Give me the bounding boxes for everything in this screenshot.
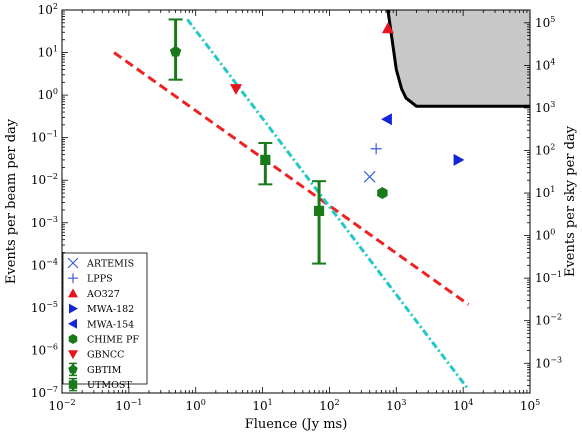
y-tick-label: 10−5 [31, 300, 58, 315]
legend-marker [68, 288, 78, 298]
legend-label: GBNCC [87, 350, 124, 361]
y2-tick-label: 105 [535, 15, 555, 30]
y-tick-label: 101 [38, 45, 58, 60]
x-axis-label: Fluence (Jy ms) [245, 417, 348, 432]
y2-tick-label: 10−1 [535, 270, 562, 285]
legend-label: CHIME PF [87, 335, 139, 346]
series-artemis [363, 170, 376, 183]
data-point [377, 187, 388, 199]
y-tick-label: 10−3 [31, 215, 58, 230]
data-point [169, 45, 182, 57]
x-tick-label: 10−2 [48, 398, 75, 413]
x-tick-label: 101 [252, 398, 272, 413]
series-mwa-154 [381, 113, 392, 126]
legend-marker [69, 303, 78, 314]
y2-tick-label: 10−3 [535, 355, 562, 370]
series-mwa-182 [453, 153, 465, 166]
data-point [381, 22, 394, 34]
legend-entry: GBNCC [68, 350, 124, 361]
legend-label: UTMOST [87, 380, 132, 391]
legend: ARTEMIS LPPS AO327 MWA-182 MWA-154 CHIME PF GB… [62, 252, 148, 392]
y-tick-label: 10−7 [31, 385, 58, 400]
exclusion-region-boundary [386, 10, 530, 108]
plot-frame [61, 9, 531, 394]
y-tick-label: 100 [38, 87, 58, 102]
x-tick-label: 103 [386, 398, 406, 413]
legend-entry: CHIME PF [68, 334, 139, 346]
legend-marker [67, 257, 79, 269]
x-tick-label: 100 [186, 398, 206, 413]
trend-line-dash-dot [186, 18, 470, 391]
legend-marker [68, 318, 77, 329]
x-tick-label: 10−1 [115, 398, 142, 413]
series-gbtim [168, 18, 183, 81]
y2-tick-label: 102 [535, 142, 555, 157]
y2-axis-label: Events per sky per day [563, 125, 578, 277]
y2-tick-label: 103 [535, 100, 555, 115]
legend-marker [68, 364, 78, 374]
legend-entry: AO327 [68, 288, 120, 300]
x-axis: 10−2 10−1 100 101 102 103 104 105 [48, 10, 540, 413]
y2-tick-label: 100 [535, 228, 555, 243]
legend-label: LPPS [87, 274, 113, 285]
y2-tick-label: 10−2 [535, 313, 562, 328]
data-point [230, 84, 242, 95]
legend-label: ARTEMIS [86, 259, 134, 270]
series-ao327 [381, 22, 394, 34]
x-tick-label: 102 [319, 398, 339, 413]
series-chime-pf [377, 187, 388, 199]
data-point [370, 143, 382, 155]
data-point [453, 153, 465, 166]
y2-tick-label: 104 [535, 57, 555, 72]
data-point [381, 113, 392, 126]
legend-entry: LPPS [68, 273, 113, 285]
y2-tick-label: 101 [535, 185, 555, 200]
legend-label: MWA-182 [87, 304, 134, 315]
legend-marker [68, 380, 78, 389]
trend-line-dashed [113, 51, 470, 306]
data-point [260, 154, 271, 166]
y-tick-label: 10−6 [31, 342, 58, 357]
legend-entry: GBTIM [68, 362, 122, 377]
exclusion-region-fill [387, 10, 530, 107]
x-tick-label: 104 [453, 398, 473, 413]
legend-marker [68, 334, 78, 344]
x-tick-label: 105 [520, 398, 540, 413]
y-axis-right: 10−3 10−2 10−1 100 101 102 103 104 105 [524, 9, 562, 394]
data-point [363, 170, 376, 183]
legend-entry: ARTEMIS [67, 257, 134, 270]
y-tick-label: 10−1 [31, 130, 58, 145]
legend-box [62, 252, 148, 385]
legend-label: AO327 [86, 289, 120, 300]
legend-entry: UTMOST [68, 377, 132, 392]
y-tick-label: 10−4 [31, 257, 58, 272]
legend-entry: MWA-154 [68, 318, 134, 330]
series-gbncc [230, 84, 242, 95]
y-tick-label: 102 [38, 2, 58, 17]
y-tick-label: 10−2 [31, 172, 58, 187]
series-utmost [258, 141, 327, 265]
legend-label: GBTIM [87, 365, 122, 376]
error-bar [312, 180, 327, 265]
legend-marker [68, 273, 78, 284]
legend-label: MWA-154 [87, 319, 134, 330]
legend-entry: MWA-182 [69, 303, 134, 315]
y-axis-label: Events per beam per day [4, 118, 19, 284]
series-lpps [370, 143, 382, 155]
legend-marker [68, 350, 78, 360]
data-point [313, 205, 325, 217]
